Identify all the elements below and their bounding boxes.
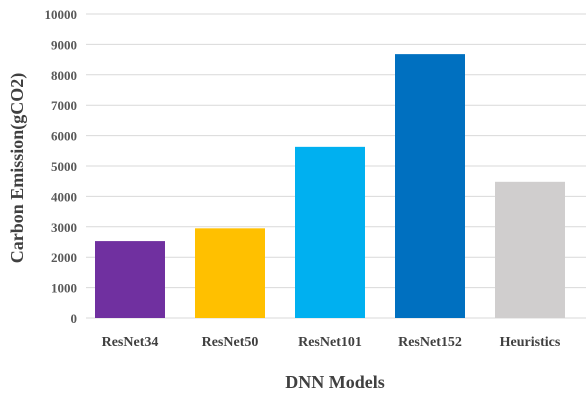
bar-resnet34 [95, 241, 165, 318]
y-tick-label: 7000 [51, 98, 77, 113]
bars [95, 54, 565, 319]
x-tick-label: Heuristics [500, 335, 561, 350]
x-tick-label: ResNet152 [398, 335, 462, 350]
bar-resnet101 [295, 146, 365, 318]
y-tick-label: 2000 [51, 250, 77, 265]
bar-resnet50 [195, 228, 265, 318]
y-tick-label: 1000 [51, 281, 77, 296]
bar-resnet152 [395, 54, 465, 319]
x-tick-label: ResNet50 [202, 335, 259, 350]
y-tick-label: 9000 [51, 37, 77, 52]
y-tick-label: 3000 [51, 220, 77, 235]
y-tick-label: 0 [71, 311, 78, 326]
y-tick-label: 5000 [51, 159, 77, 174]
bar-heuristics [495, 181, 565, 318]
y-axis-title: Carbon Emission(gCO2) [7, 73, 28, 264]
x-axis-title: DNN Models [285, 372, 385, 392]
x-tick-label: ResNet101 [298, 335, 362, 350]
x-tick-label: ResNet34 [102, 335, 159, 350]
y-tick-label: 10000 [45, 7, 78, 22]
x-axis-ticks: ResNet34 ResNet50 ResNet101 ResNet152 Heuris… [102, 335, 561, 350]
y-tick-label: 8000 [51, 68, 77, 83]
y-tick-label: 6000 [51, 129, 77, 144]
y-axis-ticks: 0 1000 2000 3000 4000 5000 6000 7000 8000 9000 100… [45, 7, 78, 326]
y-tick-label: 4000 [51, 189, 77, 204]
